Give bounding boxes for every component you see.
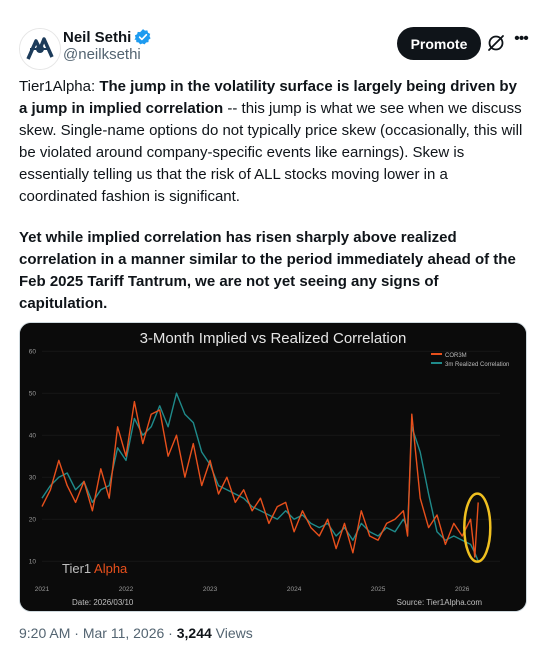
tweet-time[interactable]: 9:20 AM [19,625,71,641]
promote-button[interactable]: Promote [397,27,481,60]
x-tick-label: 2023 [203,586,218,593]
chart-title: 3-Month Implied vs Realized Correlation [140,330,407,347]
footer-sep: · [70,625,83,641]
tweet-media-chart[interactable]: 3-Month Implied vs Realized Correlation … [19,322,527,612]
p1-bold: The jump in the volatility surface is la… [19,78,517,117]
chart-series [41,392,479,562]
author-name-row: Neil Sethi [63,28,152,46]
author-name[interactable]: Neil Sethi [63,28,132,46]
watermark-brand-b: Alpha [91,561,128,576]
implied-correlation-line [41,400,479,558]
y-tick-labels: 10 20 30 40 50 60 [29,349,37,566]
author-handle[interactable]: @neilksethi [63,46,141,63]
tweet-paragraph-2: Yet while implied correlation has risen … [19,229,516,312]
correlation-chart: 3-Month Implied vs Realized Correlation … [20,323,526,611]
x-tick-label: 2021 [35,586,50,593]
y-tick-label: 10 [29,559,37,566]
x-tick-label: 2024 [287,586,302,593]
legend-realized-label: 3m Realized Correlation [445,362,509,368]
tweet-paragraph-1: Tier1Alpha: The jump in the volatility s… [19,76,529,208]
watermark: Tier1 Alpha [62,561,128,576]
tweet-footer: 9:20 AM · Mar 11, 2026 · 3,244 Views [19,625,253,641]
y-tick-label: 60 [29,349,37,356]
views-count: 3,244 [176,625,212,641]
tweet-date[interactable]: Mar 11, 2026 [82,625,165,641]
footer-sep: · [164,625,177,641]
chart-date-label: Date: 2026/03/10 [72,598,134,607]
y-tick-label: 20 [29,517,37,524]
avatar[interactable] [19,28,61,70]
p1-rest: -- this jump is what we see when we disc… [19,100,523,205]
x-tick-labels: 2021 2022 2023 2024 2025 2026 [35,586,470,593]
chart-grid [42,350,500,562]
p1-lead: Tier1Alpha: [19,78,100,95]
more-options-icon[interactable]: ••• [514,30,529,47]
highlight-circle [463,492,492,563]
views-label: Views [211,625,253,641]
chart-background [20,323,526,611]
chart-source-label: Source: Tier1Alpha.com [397,598,483,607]
x-tick-label: 2022 [119,586,134,593]
avatar-logo-icon [20,29,60,69]
legend-implied-label: COR3M [445,353,467,359]
tweet-header: Neil Sethi @neilksethi Promote ••• [19,24,529,70]
chart-legend: COR3M 3m Realized Correlation [431,353,509,368]
tweet-text: Tier1Alpha: The jump in the volatility s… [19,76,529,334]
y-tick-label: 50 [29,391,37,398]
watermark-brand-a: Tier1 [62,561,91,576]
x-tick-label: 2025 [371,586,386,593]
y-tick-label: 40 [29,433,37,440]
x-tick-label: 2026 [455,586,470,593]
grok-icon[interactable] [486,33,506,53]
verified-badge-icon [134,29,151,45]
y-tick-label: 30 [29,475,37,482]
